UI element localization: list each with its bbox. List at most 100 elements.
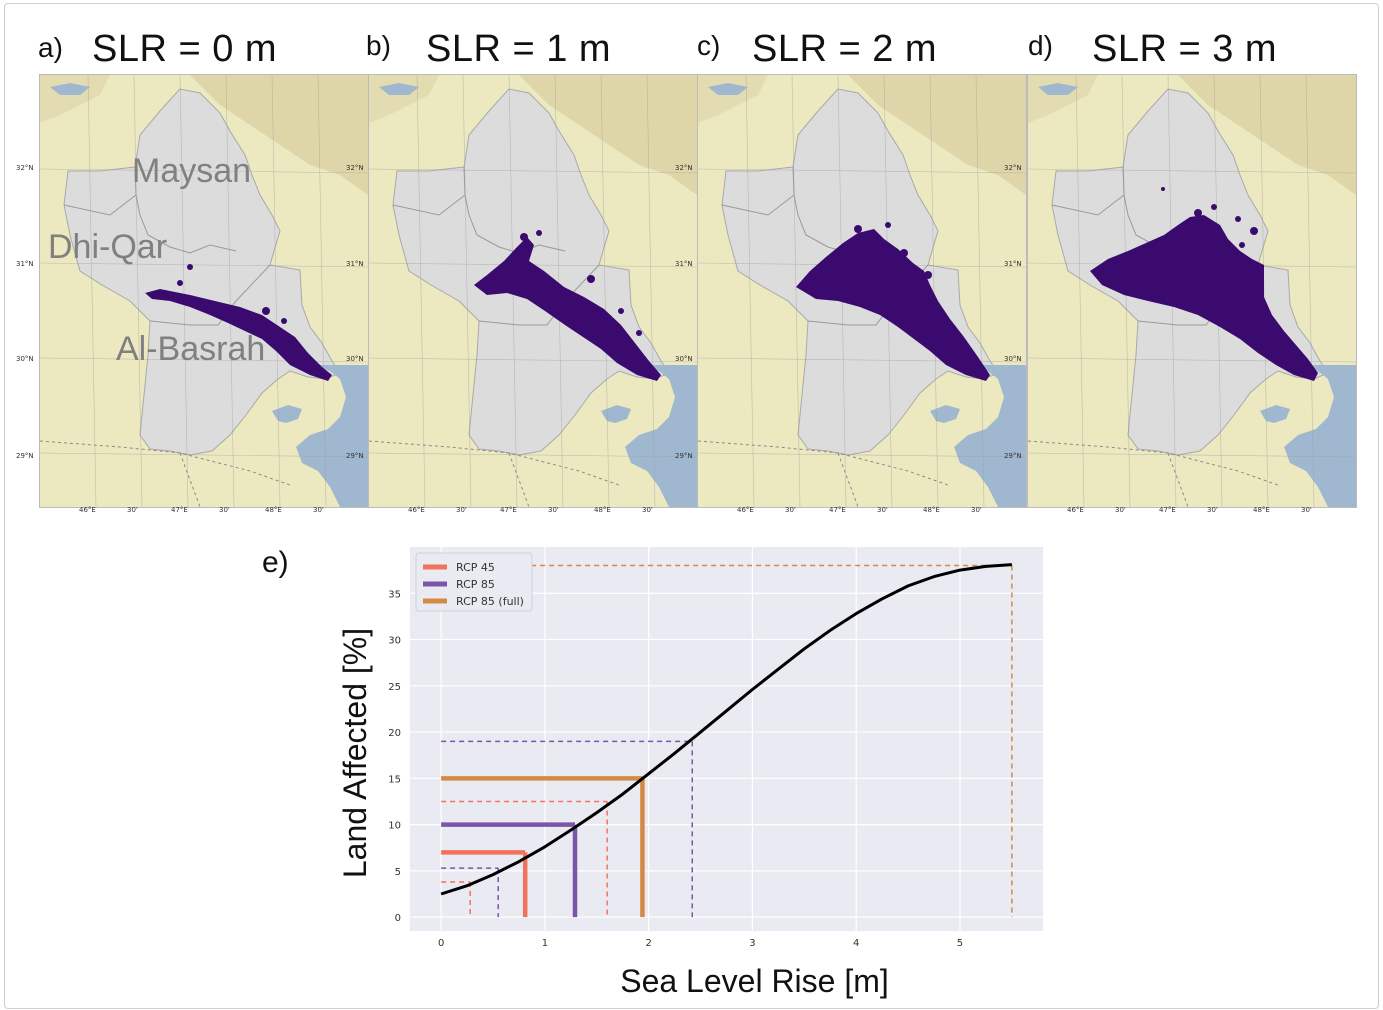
chart-panel-letter: e): [262, 546, 289, 579]
lat-tick-right: 30°N: [675, 355, 693, 363]
graticule-line: [698, 168, 1026, 174]
graticule-line: [40, 452, 368, 458]
graticule-line: [40, 168, 368, 174]
map-panel-b: [368, 74, 698, 508]
lake: [379, 83, 419, 95]
gulf-water: [1284, 365, 1356, 507]
lon-tick: 30': [548, 506, 559, 514]
graticule-line: [929, 75, 939, 507]
panel-c-title: SLR = 2 m: [752, 28, 938, 70]
legend-label: RCP 45: [456, 561, 495, 574]
y-tick-label: 0: [395, 913, 401, 924]
governorate-boundaries: [63, 166, 271, 326]
lon-tick: 30': [127, 506, 138, 514]
map-graticule: [40, 75, 368, 507]
graticule-line: [133, 75, 143, 507]
region-label-al-basrah: Al-Basrah: [116, 330, 266, 368]
flooded-patch: [1250, 227, 1258, 235]
lat-tick-right: 29°N: [346, 452, 364, 460]
region-label-maysan: Maysan: [132, 152, 252, 190]
graticule-line: [1028, 452, 1356, 458]
flooded-patch: [1161, 187, 1165, 191]
graticule-line: [225, 75, 235, 507]
lon-tick: 48°E: [923, 506, 940, 514]
lat-tick-left: 29°N: [16, 452, 34, 460]
flooded-patch: [187, 264, 193, 270]
panel-a-letter: a): [38, 32, 63, 63]
lon-tick: 30': [1301, 506, 1312, 514]
legend-label: RCP 85: [456, 578, 495, 591]
lat-tick-right: 29°N: [1004, 452, 1022, 460]
lat-tick-right: 32°N: [1004, 164, 1022, 172]
lon-tick: 47°E: [500, 506, 517, 514]
lat-tick-left: 32°N: [16, 164, 34, 172]
graticule-line: [271, 75, 281, 507]
flooded-patch: [854, 225, 862, 233]
lon-tick: 46°E: [1067, 506, 1084, 514]
land-affected-chart: 0 1 2 3 4 5 0 5 10 15 20 25 30 35 Sea Level Rise [m] La…: [337, 547, 1043, 999]
flooded-patch: [885, 222, 891, 228]
graticule-line: [975, 75, 985, 507]
panel-d-title: SLR = 3 m: [1092, 28, 1278, 70]
lon-tick: 30': [313, 506, 324, 514]
flooded-area: [1090, 215, 1318, 381]
graticule-line: [1075, 75, 1085, 507]
map-graticule: [369, 75, 697, 507]
governorate-boundaries: [392, 166, 600, 326]
graticule-line: [1028, 168, 1356, 174]
flooded-patch: [587, 275, 595, 283]
panel-b-title: SLR = 1 m: [426, 28, 612, 70]
bay-water: [930, 405, 960, 423]
bay-water: [601, 405, 631, 423]
land-affected-curve: [440, 563, 1013, 896]
lake: [1038, 83, 1078, 95]
map-svg: [40, 75, 368, 507]
map-svg: [698, 75, 1026, 507]
graticule-line: [462, 75, 472, 507]
gulf-water: [625, 365, 697, 507]
gulf-water: [954, 365, 1026, 507]
region-label-dhi-qar: Dhi-Qar: [48, 228, 168, 266]
flooded-patch: [1194, 209, 1202, 217]
legend-label: RCP 85 (full): [456, 595, 524, 608]
lat-tick-right: 30°N: [346, 355, 364, 363]
flooded-patch: [636, 330, 642, 336]
x-tick-label: 2: [645, 938, 651, 949]
terrain-hills: [519, 75, 697, 195]
bay-water: [1260, 405, 1290, 423]
flooded-patch: [520, 233, 528, 241]
lon-tick: 30': [642, 506, 653, 514]
graticule-line: [369, 168, 697, 174]
graticule-line: [791, 75, 801, 507]
chart-legend: RCP 45 RCP 85 RCP 85 (full): [415, 552, 533, 612]
y-tick-label: 25: [388, 682, 401, 693]
flooded-patch: [1235, 216, 1241, 222]
y-tick-label: 10: [388, 821, 401, 832]
map-panel-d: [1027, 74, 1357, 508]
lon-tick: 48°E: [594, 506, 611, 514]
x-tick-label: 4: [853, 938, 859, 949]
terrain-hills: [1178, 75, 1356, 195]
graticule-line: [698, 452, 1026, 458]
flooded-area: [145, 289, 332, 381]
lon-tick: 30': [785, 506, 796, 514]
panel-d-letter: d): [1028, 30, 1053, 61]
graticule-line: [600, 75, 610, 507]
y-tick-label: 20: [388, 728, 401, 739]
lat-tick-right: 32°N: [675, 164, 693, 172]
lat-tick-right: 31°N: [1004, 260, 1022, 268]
y-tick-label: 30: [388, 636, 401, 647]
flooded-patch: [618, 308, 624, 314]
lake: [708, 83, 748, 95]
x-axis-label: Sea Level Rise [m]: [620, 963, 889, 999]
panel-c-letter: c): [697, 30, 721, 61]
lon-tick: 46°E: [737, 506, 754, 514]
lon-tick: 47°E: [829, 506, 846, 514]
lon-tick: 30': [1207, 506, 1218, 514]
lon-tick: 48°E: [265, 506, 282, 514]
y-tick-label: 5: [395, 867, 401, 878]
flooded-patch: [281, 318, 287, 324]
lon-tick: 30': [877, 506, 888, 514]
graticule-line: [179, 75, 189, 507]
y-tick-label: 35: [388, 589, 401, 600]
